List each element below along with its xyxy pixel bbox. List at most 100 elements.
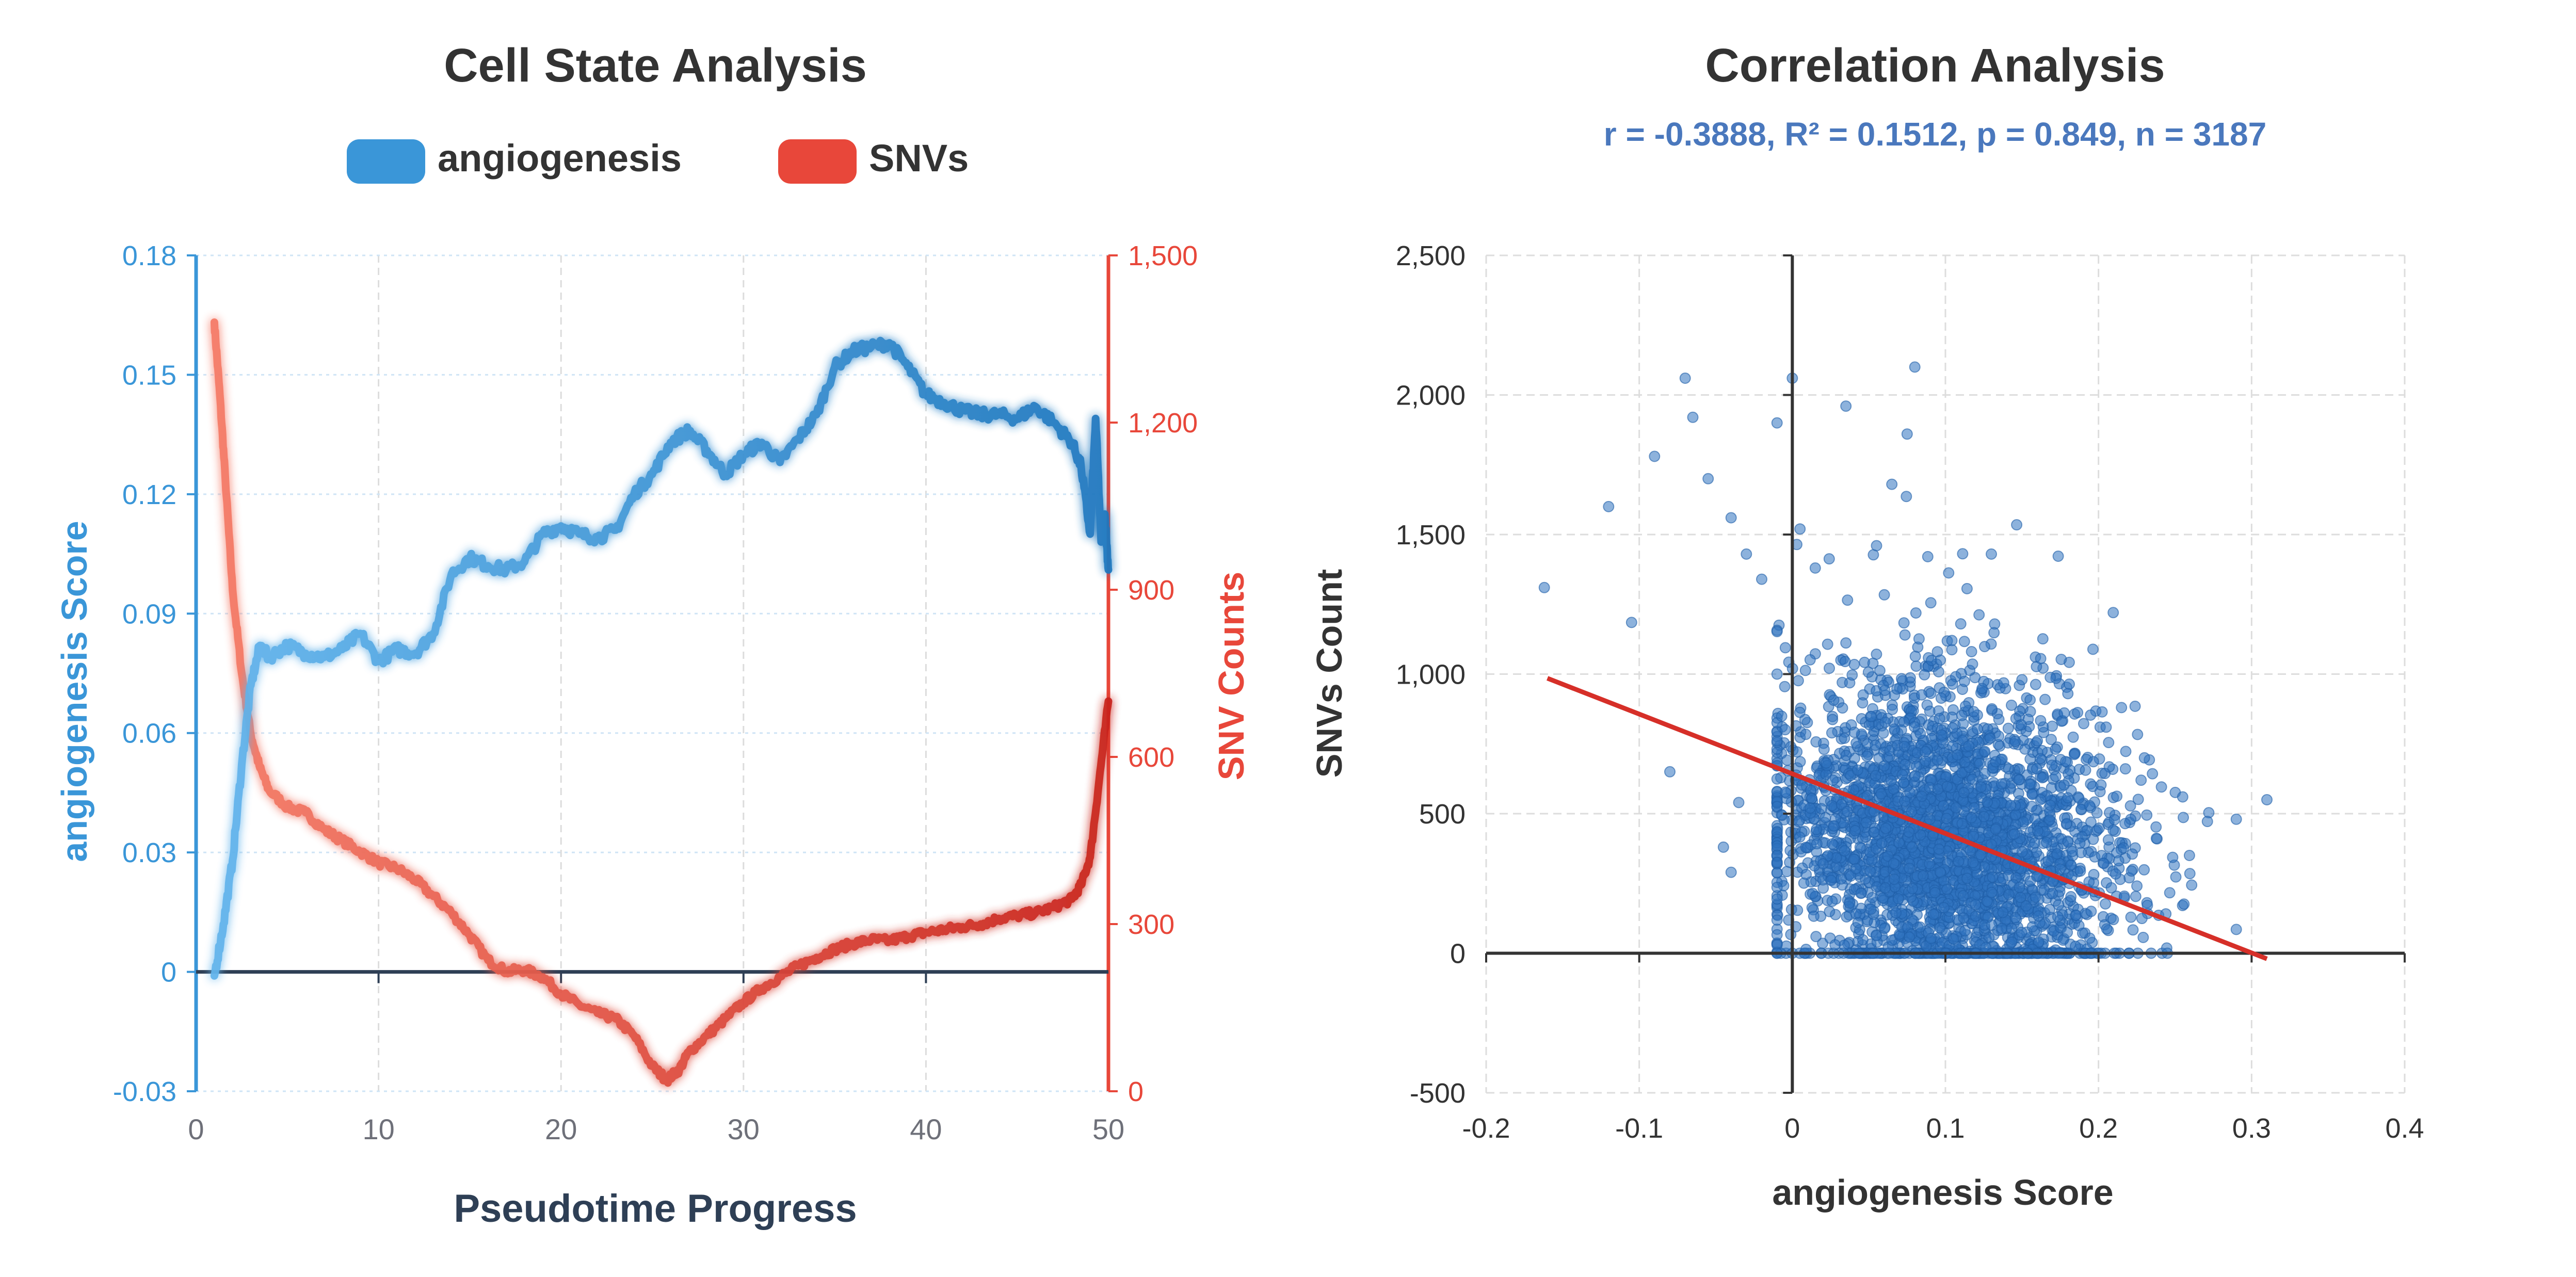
scatter-point bbox=[1903, 826, 1915, 838]
scatter-point bbox=[2132, 794, 2144, 805]
scatter-point bbox=[1914, 829, 1926, 841]
chart-title-right: Correlation Analysis bbox=[1705, 39, 2165, 92]
scatter-point bbox=[1986, 548, 1997, 560]
legend-swatch-snvs[interactable] bbox=[778, 139, 857, 184]
scatter-point bbox=[2073, 792, 2085, 804]
scatter-point bbox=[1934, 866, 1946, 878]
scatter-point bbox=[1852, 917, 1864, 929]
scatter-point bbox=[2024, 694, 2036, 706]
scatter-point bbox=[2044, 671, 2056, 683]
scatter-point bbox=[1771, 417, 1783, 429]
scatter-point bbox=[1826, 895, 1838, 907]
scatter-point bbox=[1870, 770, 1881, 782]
y-right-tick-label: 600 bbox=[1128, 742, 1174, 773]
legend-label-snvs[interactable]: SNVs bbox=[869, 137, 969, 180]
scatter-point bbox=[1941, 883, 1953, 895]
scatter-point bbox=[1878, 760, 1890, 772]
scatter-point bbox=[1929, 887, 1941, 898]
scatter-point bbox=[1876, 837, 1888, 849]
scatter-point bbox=[1909, 770, 1921, 782]
scatter-point bbox=[1887, 703, 1898, 715]
scatter-point bbox=[1882, 850, 1894, 862]
scatter-point bbox=[1993, 714, 2005, 725]
scatter-point bbox=[1909, 361, 1921, 373]
scatter-point bbox=[1982, 723, 1993, 735]
scatter-point bbox=[2035, 715, 2047, 726]
scatter-point bbox=[1841, 805, 1853, 817]
scatter-point bbox=[1916, 689, 1927, 701]
scatter-point bbox=[1986, 703, 1998, 715]
scatter-point bbox=[1822, 638, 1833, 650]
scatter-point bbox=[2170, 871, 2182, 883]
scatter-point bbox=[1826, 727, 1838, 739]
scatter-point bbox=[2138, 752, 2150, 764]
scatter-point bbox=[1839, 732, 1850, 744]
scatter-point bbox=[1961, 583, 1973, 594]
scatter-point bbox=[1824, 662, 1835, 674]
scatter-point bbox=[1846, 669, 1858, 681]
scatter-point bbox=[1933, 843, 1945, 855]
scatter-point bbox=[1967, 856, 1979, 868]
scatter-point bbox=[2107, 824, 2119, 836]
scatter-point bbox=[2072, 707, 2084, 718]
scatter-point bbox=[1889, 723, 1900, 735]
scatter-point bbox=[2009, 912, 2021, 924]
scatter-point bbox=[1997, 907, 2009, 918]
scatter-point bbox=[2030, 678, 2041, 690]
scatter-point bbox=[1857, 697, 1869, 709]
scatter-point bbox=[1924, 814, 1936, 825]
scatter-point bbox=[1823, 553, 1835, 565]
legend-label-angiogenesis[interactable]: angiogenesis bbox=[438, 137, 682, 180]
y-left-tick-label: 0.03 bbox=[122, 837, 176, 868]
scatter-point bbox=[1880, 822, 1892, 834]
chart-subtitle-right: r = -0.3888, R² = 0.1512, p = 0.849, n =… bbox=[1604, 116, 2266, 153]
scatter-point bbox=[1956, 709, 1968, 721]
scatter-point bbox=[1702, 473, 1714, 484]
scatter-point bbox=[1538, 581, 1550, 593]
scatter-point bbox=[1968, 830, 1979, 842]
scatter-point bbox=[1961, 872, 1973, 884]
legend-swatch-angiogenesis[interactable] bbox=[347, 139, 425, 184]
x-tick-label: 30 bbox=[728, 1113, 760, 1145]
y-axis-label-scatter: SNVs Count bbox=[1309, 569, 1349, 778]
scatter-point bbox=[2062, 792, 2074, 804]
scatter-point bbox=[2085, 709, 2097, 721]
scatter-point bbox=[1901, 428, 1913, 440]
scatter-point bbox=[1922, 551, 1934, 562]
scatter-point bbox=[1679, 373, 1691, 384]
scatter-point bbox=[1958, 636, 1970, 648]
scatter-point bbox=[2062, 836, 2074, 848]
grid-right bbox=[1485, 254, 2406, 1094]
scatter-point bbox=[2050, 770, 2062, 782]
scatter-point bbox=[1935, 692, 1947, 704]
scatter-point bbox=[2006, 699, 2017, 711]
scatter-point bbox=[1687, 411, 1699, 423]
scatter-point bbox=[1924, 858, 1936, 869]
scatter-point bbox=[1974, 757, 1986, 769]
y-tick-label: 2,000 bbox=[1396, 380, 1466, 411]
scatter-point bbox=[2002, 722, 2014, 734]
scatter-point bbox=[2003, 869, 2014, 881]
scatter-point bbox=[1966, 646, 1977, 657]
scatter-point bbox=[2033, 910, 2044, 922]
scatter-point bbox=[1741, 548, 1752, 560]
scatter-point bbox=[1946, 678, 1958, 690]
scatter-point bbox=[1933, 666, 1944, 677]
y-tick-label: 0 bbox=[1450, 939, 1466, 969]
scatter-point bbox=[1925, 933, 1937, 944]
scatter-point bbox=[2083, 876, 2095, 888]
scatter-point bbox=[2061, 818, 2073, 830]
scatter-point bbox=[2126, 865, 2137, 877]
scatter-point bbox=[1955, 618, 1967, 630]
scatter-point bbox=[2084, 800, 2096, 812]
scatter-point bbox=[1916, 790, 1928, 802]
scatter-point bbox=[2147, 768, 2159, 780]
scatter-point bbox=[1848, 726, 1860, 738]
scatter-point bbox=[1924, 705, 1936, 717]
x-axis-label-right: angiogenesis Score bbox=[1772, 1172, 2113, 1213]
scatter-point bbox=[2044, 814, 2056, 826]
scatter-point bbox=[2080, 764, 2091, 776]
scatter-point bbox=[1756, 573, 1767, 585]
scatter-point bbox=[1892, 893, 1904, 905]
